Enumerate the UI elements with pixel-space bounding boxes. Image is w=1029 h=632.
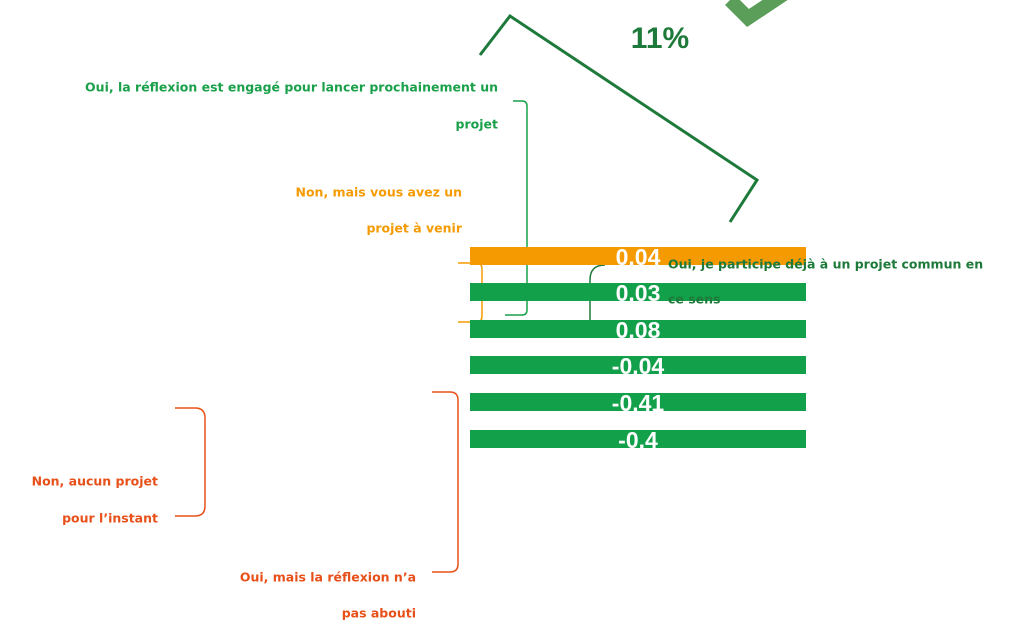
bracket [589,264,606,320]
bracket [432,391,459,573]
bar-label: 0.04 [616,244,661,270]
annotation: Oui, mais la réflexion n’a [240,570,416,585]
annotation: projet à venir [366,221,462,236]
bar-label: -0.41 [612,390,665,416]
annotation: Non, aucun projet [32,474,158,489]
bar-label: -0.4 [618,427,658,453]
annotation: projet [456,117,498,132]
annotation: Oui, la réflexion est engagé pour lancer… [85,80,498,95]
bar [470,393,806,411]
annotation: pas abouti [342,606,416,621]
bar [470,320,806,338]
bar-label: -0.04 [612,353,665,379]
bracket [478,13,760,223]
headline: 11% [631,22,689,55]
annotation: pour l’instant [62,511,158,526]
bar-label: 0.03 [616,280,661,306]
annotation: Non, mais vous avez un [296,185,463,200]
annotation: Oui, je participe déjà à un projet commu… [668,257,983,272]
bar-label: 0.08 [616,317,661,343]
bar [470,283,806,301]
bar [470,356,806,374]
bracket [505,100,528,316]
bar [470,247,806,265]
bracket [175,407,206,517]
annotation: ce sens [668,292,721,307]
check-icon [725,0,788,28]
bar [470,430,806,448]
